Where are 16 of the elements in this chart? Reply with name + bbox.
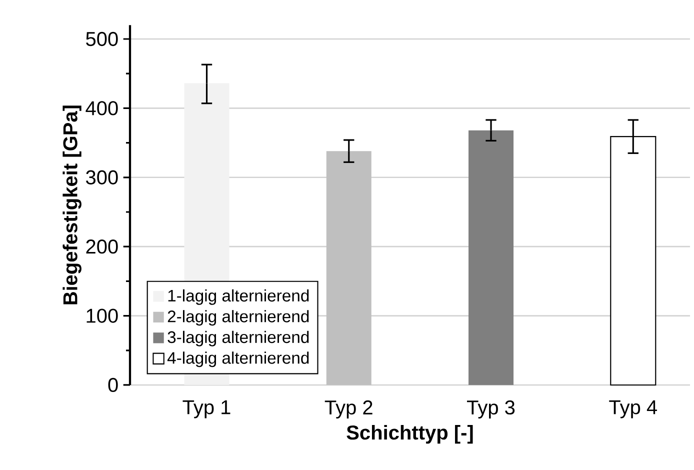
y-tick-label: 400: [86, 101, 118, 116]
x-tick-label: Typ 4: [609, 400, 658, 418]
legend-label: 4-lagig alternierend: [167, 352, 309, 368]
y-tick-label: 300: [86, 170, 118, 184]
x-tick-label: Typ 1: [182, 400, 230, 418]
y-tick-label: 0: [108, 378, 118, 392]
x-axis-title: Schichttyp [-]: [346, 424, 473, 444]
legend-label: 3-lagig alternierend: [168, 330, 309, 346]
y-tick-label: 500: [86, 32, 118, 46]
x-tick-label: Typ 3: [467, 400, 515, 418]
y-axis-title: Biegefestigkeit [GPa]: [62, 106, 82, 304]
y-tick-label: 100: [86, 308, 118, 323]
y-tick-label: 200: [86, 240, 118, 254]
legend-label: 1-lagig alternierend: [168, 289, 309, 305]
legend-label: 2-lagig alternierend: [168, 310, 309, 326]
x-tick-label: Typ 2: [324, 400, 372, 418]
